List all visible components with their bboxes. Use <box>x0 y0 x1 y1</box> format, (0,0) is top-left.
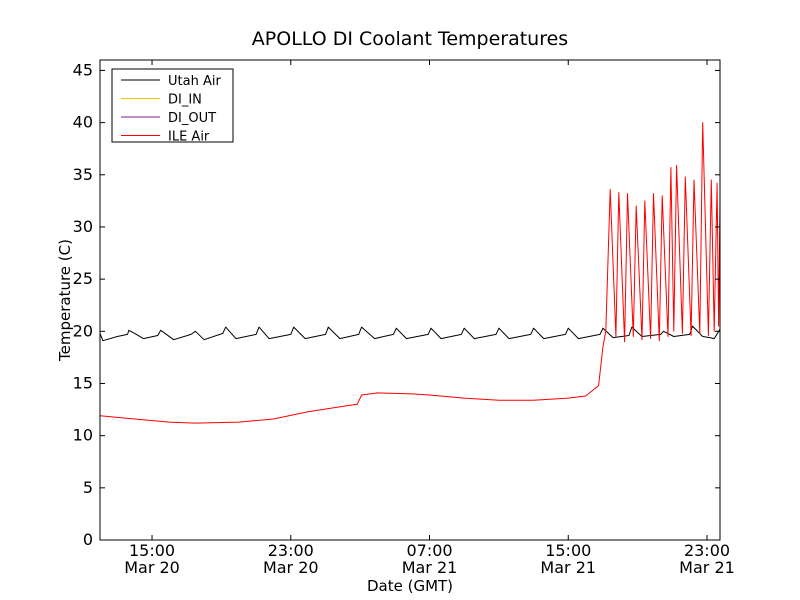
legend-label: Utah Air <box>168 74 221 89</box>
y-tick-label: 45 <box>73 60 93 79</box>
x-tick-label-date: Mar 20 <box>124 558 180 577</box>
plot-frame <box>99 59 721 541</box>
legend-label: DI_IN <box>168 93 202 108</box>
x-axis-label: Date (GMT) <box>367 577 453 595</box>
y-tick-label: 40 <box>73 113 93 132</box>
y-tick-label: 5 <box>83 478 93 497</box>
x-tick-label-time: 15:00 <box>545 541 591 560</box>
y-tick-label: 35 <box>73 165 93 184</box>
legend: Utah Air DI_IN DI_OUT ILE Air <box>111 68 234 145</box>
x-tick-label-date: Mar 21 <box>402 558 458 577</box>
legend-box <box>111 68 234 143</box>
y-tick-label: 10 <box>73 426 93 445</box>
y-tick-label: 25 <box>73 269 93 288</box>
chart-title: APOLLO DI Coolant Temperatures <box>252 28 568 50</box>
series-line-utah-air <box>99 325 721 342</box>
x-tick-label-date: Mar 21 <box>540 558 596 577</box>
series-line-ile-air <box>99 122 721 424</box>
legend-label: DI_OUT <box>168 111 216 126</box>
x-tick-label-time: 23:00 <box>268 541 314 560</box>
series-layer <box>99 122 721 424</box>
y-axis: 0 5 10 15 20 25 30 35 40 45 <box>73 60 720 549</box>
y-tick-label: 30 <box>73 217 93 236</box>
y-tick-label: 0 <box>83 530 93 549</box>
y-tick-label: 15 <box>73 373 93 392</box>
y-axis-label: Temperature (C) <box>56 239 74 362</box>
legend-label: ILE Air <box>168 130 210 145</box>
x-tick-label-date: Mar 20 <box>263 558 319 577</box>
x-tick-label-time: 07:00 <box>406 541 452 560</box>
y-tick-label: 20 <box>73 321 93 340</box>
x-tick-label-date: Mar 21 <box>679 558 735 577</box>
x-tick-label-time: 23:00 <box>684 541 730 560</box>
x-tick-label-time: 15:00 <box>129 541 175 560</box>
